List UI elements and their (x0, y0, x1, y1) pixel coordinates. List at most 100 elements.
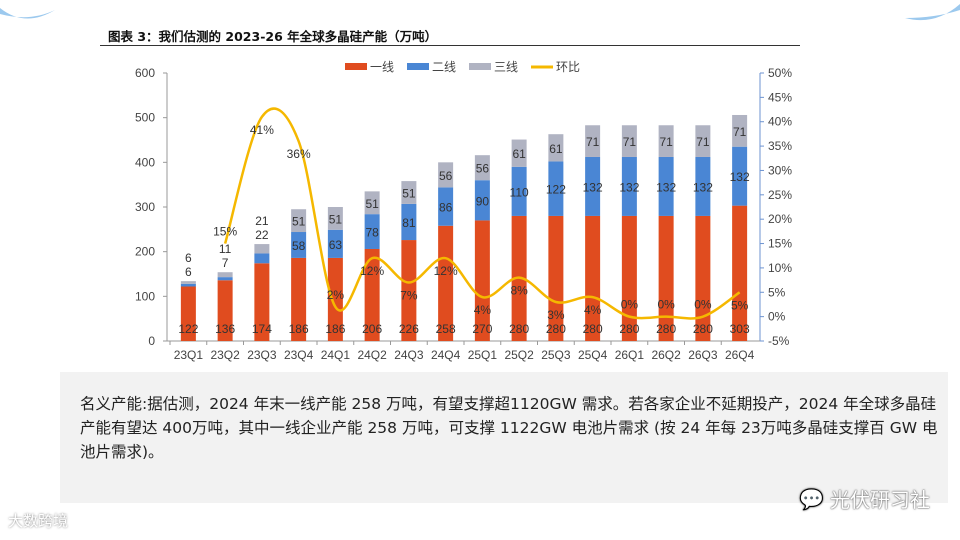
bar-label: 21 (255, 214, 269, 228)
bar-label: 270 (472, 322, 492, 336)
bar-tier2 (254, 253, 270, 264)
bar-tier1 (732, 205, 748, 341)
y-tick-label: 200 (135, 245, 155, 259)
bar-tier3 (511, 139, 527, 167)
bar-tier1 (401, 240, 417, 341)
line-label: 5% (731, 298, 749, 312)
bar-label: 81 (402, 216, 416, 230)
bar-tier3 (732, 114, 748, 147)
bar-label: 280 (546, 322, 566, 336)
bar-label: 11 (219, 242, 232, 256)
legend-swatch-tier3 (469, 63, 491, 70)
bar-tier2 (180, 283, 196, 287)
x-tick-label: 24Q2 (357, 348, 387, 362)
bar-label: 6 (185, 265, 192, 279)
bar-label: 280 (619, 322, 639, 336)
bar-label: 90 (476, 194, 490, 208)
bar-label: 86 (439, 201, 453, 215)
bar-label: 56 (439, 169, 453, 183)
bar-label: 132 (619, 180, 639, 194)
x-tick-label: 23Q2 (210, 348, 240, 362)
bar-tier3 (401, 181, 417, 204)
bar-label: 7 (222, 256, 229, 270)
bar-tier3 (364, 191, 380, 215)
bar-label: 71 (586, 135, 600, 149)
corner-watermark: 大数跨境 (8, 512, 69, 530)
line-label: 4% (584, 303, 602, 317)
bar-label: 280 (583, 322, 603, 336)
bar-label: 71 (696, 135, 710, 149)
bar-label: 51 (365, 197, 379, 211)
bar-tier3 (658, 125, 674, 157)
summary-text: 名义产能:据估测，2024 年末一线产能 258 万吨，有望支撑超1120GW … (80, 395, 938, 461)
x-tick-label: 24Q3 (394, 348, 424, 362)
bar-label: 280 (509, 322, 529, 336)
bar-tier1 (695, 215, 711, 341)
y-tick-label: 600 (135, 66, 155, 80)
y2-tick-label: 35% (768, 139, 792, 153)
bar-tier2 (658, 156, 674, 216)
legend-label: 三线 (494, 60, 518, 74)
bar-tier1 (474, 220, 490, 341)
bar-tier1 (217, 280, 233, 341)
legend-label: 二线 (432, 60, 456, 74)
bar-label: 56 (476, 162, 490, 176)
line-label: 4% (474, 303, 492, 317)
bar-label: 22 (255, 228, 269, 242)
y-tick-label: 100 (135, 289, 155, 303)
bar-tier2 (621, 156, 637, 216)
bar-tier2 (401, 203, 417, 241)
y2-tick-label: 20% (768, 212, 792, 226)
x-tick-label: 26Q3 (688, 348, 718, 362)
bar-tier2 (217, 277, 233, 281)
bar-label: 280 (656, 322, 676, 336)
bar-label: 186 (325, 322, 345, 336)
y2-tick-label: 5% (768, 285, 786, 299)
y2-tick-label: 40% (768, 115, 792, 129)
x-tick-label: 26Q2 (651, 348, 681, 362)
bar-tier1 (658, 215, 674, 341)
decor-swoosh-left (0, 8, 55, 19)
bar-tier2 (364, 214, 380, 249)
line-label: 12% (434, 264, 458, 278)
line-label: 41% (250, 123, 274, 137)
bar-label: 71 (659, 135, 673, 149)
bar-label: 132 (656, 180, 676, 194)
bar-label: 110 (510, 185, 529, 199)
bar-label: 51 (402, 186, 416, 200)
legend-label: 一线 (370, 60, 394, 74)
y2-tick-label: 15% (768, 237, 792, 251)
bar-label: 136 (215, 322, 235, 336)
legend-label: 环比 (556, 60, 580, 74)
bar-tier3 (695, 125, 711, 157)
bar-tier1 (180, 286, 196, 341)
x-tick-label: 23Q4 (284, 348, 314, 362)
bar-label: 132 (583, 180, 603, 194)
bar-tier3 (254, 244, 270, 254)
bar-label: 206 (362, 322, 382, 336)
bar-label: 280 (693, 322, 713, 336)
bar-tier2 (732, 146, 748, 206)
y2-tick-label: -5% (768, 334, 790, 348)
line-label: 8% (510, 284, 528, 298)
x-tick-label: 24Q1 (321, 348, 351, 362)
bar-tier3 (438, 162, 454, 188)
x-tick-label: 25Q2 (504, 348, 534, 362)
line-label: 12% (360, 264, 384, 278)
y2-tick-label: 0% (768, 310, 786, 324)
bar-label: 61 (512, 147, 526, 161)
bar-tier1 (291, 257, 307, 341)
line-label: 3% (547, 308, 565, 322)
bar-label: 258 (436, 322, 456, 336)
line-label: 0% (657, 298, 675, 312)
bar-label: 226 (399, 322, 419, 336)
qoq-line (223, 107, 741, 320)
decor-swoosh-right (905, 4, 960, 21)
summary-box: 名义产能:据估测，2024 年末一线产能 258 万吨，有望支撑超1120GW … (60, 372, 948, 503)
bar-tier2 (438, 187, 454, 226)
x-tick-label: 23Q1 (174, 348, 204, 362)
bar-label: 132 (693, 180, 713, 194)
wechat-icon: 💬 (799, 486, 824, 511)
line-label: 15% (213, 225, 237, 239)
bar-label: 51 (329, 212, 343, 226)
